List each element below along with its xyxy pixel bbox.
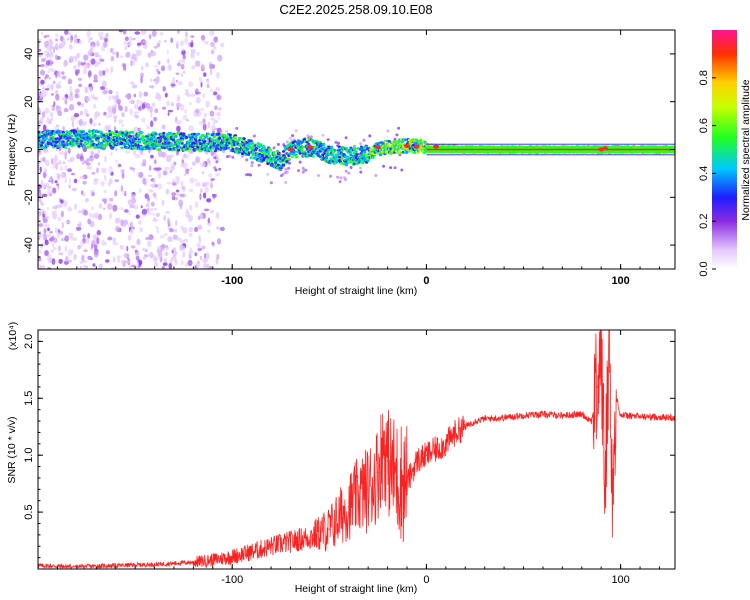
spectrogram-y-tick-label: 40 (23, 48, 35, 60)
snr-data-point (153, 563, 156, 566)
snr-data-point (289, 541, 292, 543)
snr-data-point (357, 494, 359, 496)
colorbar: 0.0 0.2 0.4 0.6 0.8 Normalized spectral ampl… (698, 30, 750, 277)
snr-panel: -100 0 100 0.5 1.0 1.5 2.0 Height of straight … (6, 322, 676, 595)
spectrogram-y-tick-label: -40 (23, 237, 35, 253)
snr-data-point (212, 559, 214, 561)
snr-data-point (608, 335, 610, 337)
colorbar-tick-label: 0.0 (698, 261, 710, 276)
snr-data-point (581, 413, 583, 415)
snr-data-point (425, 454, 427, 456)
snr-data-point (115, 565, 117, 567)
colorbar-label: Normalized spectral amplitude (740, 79, 750, 220)
colorbar-tick-label: 0.4 (698, 166, 710, 181)
spectrogram-heatmap (38, 30, 675, 269)
snr-data-point (596, 386, 598, 388)
snr-data-point (454, 431, 457, 433)
snr-data-point (387, 460, 389, 462)
spectrogram-y-tick-label: -20 (23, 189, 35, 205)
snr-series-line (38, 330, 675, 569)
snr-y-multiplier: (x10⁴) (7, 322, 19, 350)
colorbar-tick-label: 0.6 (698, 118, 710, 133)
snr-y-tick-label: 1.5 (23, 391, 35, 406)
snr-data-point (612, 500, 614, 502)
snr-data-point (406, 483, 408, 485)
snr-data-point (474, 420, 476, 422)
snr-frame (37, 329, 676, 570)
snr-data-point (503, 417, 505, 419)
snr-plot-area (38, 330, 675, 569)
snr-x-tick-label: 0 (423, 574, 429, 586)
colorbar-gradient (712, 30, 737, 269)
spectrogram-y-tick-label: 0 (23, 146, 35, 152)
snr-data-point (561, 414, 564, 416)
snr-data-point (270, 545, 272, 547)
spectrogram-y-tick-label: 20 (23, 96, 35, 108)
snr-data-point (416, 460, 418, 462)
snr-data-point (251, 551, 253, 553)
snr-data-point (639, 415, 641, 418)
snr-data-point (377, 471, 379, 473)
snr-data-point (445, 443, 447, 445)
snr-data-point (231, 555, 233, 558)
snr-data-point (435, 448, 437, 451)
spectrogram-x-tick-label: -100 (221, 275, 243, 287)
snr-y-tick-label: 0.5 (23, 504, 35, 519)
snr-y-tick-label: 1.0 (23, 448, 35, 463)
snr-data-point (348, 505, 350, 507)
snr-data-point (338, 517, 340, 519)
spectrogram-panel: -100 0 100 -40 -20 0 20 40 Height of straight l… (6, 29, 676, 297)
snr-data-point (484, 418, 486, 420)
snr-data-point (542, 413, 544, 415)
snr-ticks: -100 0 100 0.5 1.0 1.5 2.0 (23, 330, 675, 586)
spectrogram-x-tick-label: 100 (611, 275, 629, 287)
spectrogram-ticks: -100 0 100 -40 -20 0 20 40 (23, 29, 675, 287)
snr-data-point (604, 488, 606, 490)
snr-data-point (620, 414, 622, 416)
snr-x-tick-label: -100 (221, 574, 243, 586)
snr-y-label: SNR (10 * v/v) (6, 416, 18, 483)
snr-data-point (396, 477, 398, 479)
spectrogram-x-label: Height of straight line (km) (295, 285, 418, 297)
colorbar-tick-label: 0.2 (698, 214, 710, 229)
colorbar-tick-label: 0.8 (698, 70, 710, 85)
spectrogram-x-tick-label: 0 (423, 275, 429, 287)
snr-data-point (522, 414, 525, 416)
snr-data-point (367, 488, 369, 490)
snr-x-tick-label: 100 (611, 574, 629, 586)
colorbar-ticks: 0.0 0.2 0.4 0.6 0.8 (698, 70, 716, 277)
spectrogram-y-label: Frequency (Hz) (6, 114, 18, 186)
snr-data-point (328, 528, 330, 530)
snr-data-point (600, 352, 602, 354)
figure-title: C2E2.2025.258.09.10.E08 (279, 2, 432, 17)
snr-data-point (616, 397, 618, 399)
snr-data-point (192, 561, 194, 563)
snr-y-tick-label: 2.0 (23, 334, 35, 349)
snr-data-point (464, 426, 466, 428)
snr-data-point (383, 443, 385, 445)
snr-x-label: Height of straight line (km) (295, 583, 418, 595)
snr-data-point (309, 536, 311, 538)
snr-data-point (590, 420, 593, 422)
